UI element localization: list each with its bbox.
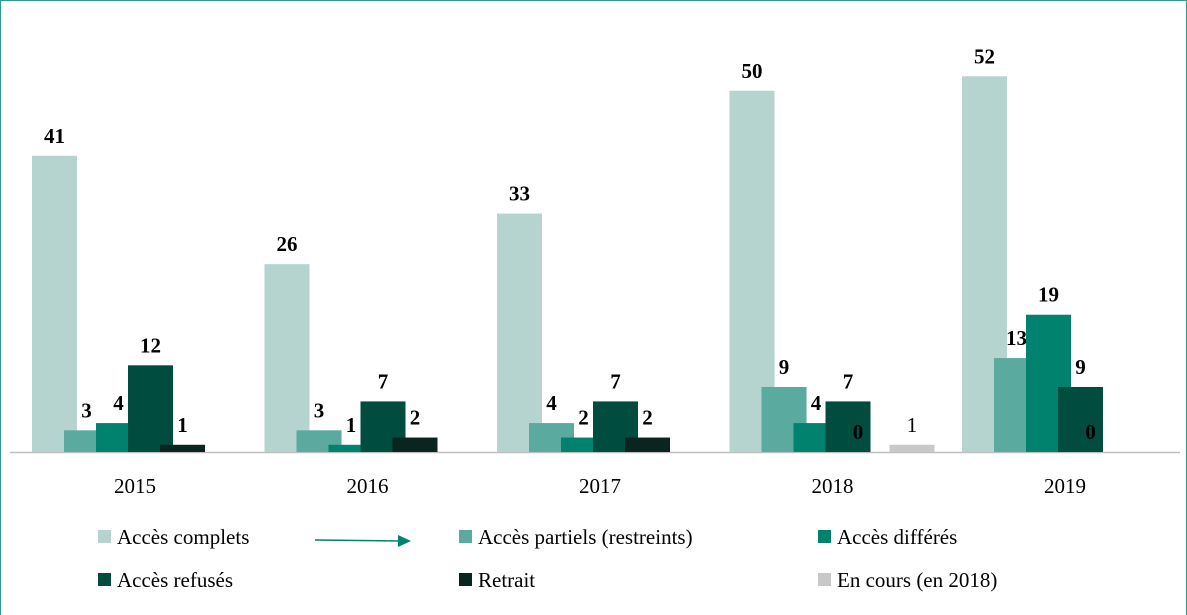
legend-label: Accès refusés bbox=[117, 568, 233, 592]
x-tick-label: 2018 bbox=[812, 474, 854, 498]
value-label: 9 bbox=[1075, 355, 1086, 379]
legend-swatch bbox=[818, 573, 831, 586]
value-label: 12 bbox=[140, 333, 161, 357]
value-label: 2 bbox=[410, 406, 421, 430]
legend-arrow bbox=[314, 535, 411, 547]
legend-swatch bbox=[459, 573, 472, 586]
value-label: 50 bbox=[742, 59, 763, 83]
value-label: 33 bbox=[509, 182, 530, 206]
legend-swatch bbox=[98, 573, 111, 586]
value-label: 0 bbox=[853, 420, 864, 444]
bar bbox=[392, 437, 438, 452]
x-tick-label: 2016 bbox=[347, 474, 389, 498]
value-label: 26 bbox=[277, 232, 298, 256]
bar bbox=[32, 155, 77, 452]
value-label: 3 bbox=[81, 398, 92, 422]
value-label: 1 bbox=[346, 413, 357, 437]
bar bbox=[889, 444, 935, 452]
value-label: 3 bbox=[314, 398, 325, 422]
bar bbox=[160, 444, 205, 452]
value-label: 13 bbox=[1006, 326, 1027, 350]
value-label: 4 bbox=[811, 391, 822, 415]
value-label: 9 bbox=[779, 355, 790, 379]
value-label: 7 bbox=[378, 369, 389, 393]
bar bbox=[128, 365, 173, 452]
bar bbox=[328, 444, 374, 452]
value-label: 1 bbox=[177, 413, 188, 437]
value-label: 41 bbox=[44, 124, 65, 148]
legend-label: Accès partiels (restreints) bbox=[478, 525, 693, 549]
legend-swatch bbox=[459, 530, 472, 543]
legend-label: Accès complets bbox=[117, 525, 249, 549]
legend-swatch bbox=[818, 530, 831, 543]
value-label: 7 bbox=[610, 369, 621, 393]
legend-label: Retrait bbox=[478, 568, 535, 592]
value-label: 2 bbox=[642, 406, 653, 430]
bar bbox=[825, 401, 871, 452]
bar bbox=[1058, 386, 1103, 452]
bar bbox=[497, 213, 542, 452]
value-label: 2 bbox=[578, 406, 589, 430]
x-tick-label: 2019 bbox=[1044, 474, 1086, 498]
x-tick-label: 2015 bbox=[114, 474, 156, 498]
bar bbox=[264, 264, 310, 452]
value-label: 0 bbox=[1085, 420, 1096, 444]
legend-label: Accès différés bbox=[837, 525, 957, 549]
value-label: 4 bbox=[546, 391, 557, 415]
legend-swatch bbox=[98, 530, 111, 543]
bar bbox=[625, 437, 670, 452]
legend-label: En cours (en 2018) bbox=[837, 568, 997, 592]
value-label: 1 bbox=[907, 413, 918, 437]
value-label: 7 bbox=[843, 369, 854, 393]
x-tick-label: 2017 bbox=[579, 474, 621, 498]
value-label: 4 bbox=[113, 391, 124, 415]
value-label: 19 bbox=[1038, 283, 1059, 307]
value-label: 52 bbox=[974, 44, 995, 68]
